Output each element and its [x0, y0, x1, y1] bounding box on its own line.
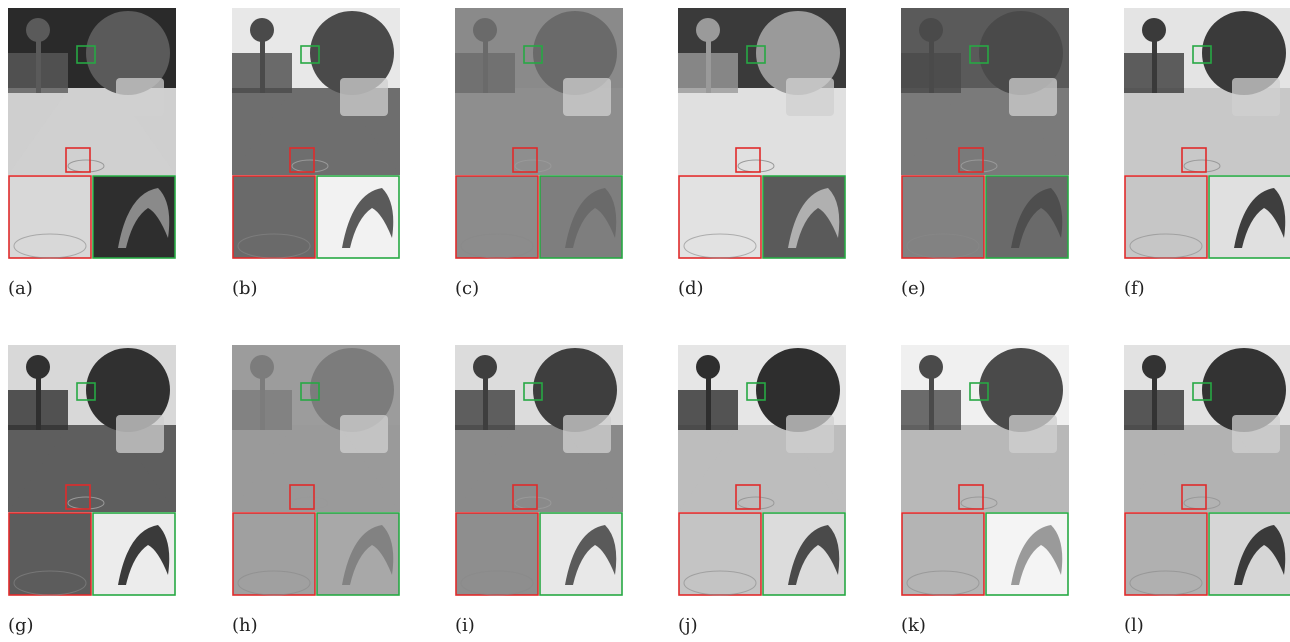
red-inset [9, 513, 91, 595]
panel [455, 345, 623, 595]
image-truck [786, 78, 834, 116]
panel-label: (h) [232, 615, 258, 636]
image-houses [678, 390, 738, 430]
image-palm-top [919, 355, 943, 379]
panel [901, 8, 1069, 258]
image-palm-top [26, 355, 50, 379]
image-houses [1124, 53, 1184, 93]
image-houses [8, 390, 68, 430]
image-truck [563, 78, 611, 116]
panel-label: (e) [901, 278, 926, 299]
image-palm-top [696, 355, 720, 379]
image-palm-top [250, 18, 274, 42]
red-inset [679, 176, 761, 258]
image-houses [901, 390, 961, 430]
red-inset [902, 176, 984, 258]
image-palm-top [473, 355, 497, 379]
image-palm-top [250, 355, 274, 379]
image-palm-top [473, 18, 497, 42]
image-truck [1009, 78, 1057, 116]
panel-label: (d) [678, 278, 704, 299]
red-inset [902, 513, 984, 595]
panel [455, 8, 623, 258]
panel [1124, 345, 1290, 595]
panel-label: (c) [455, 278, 479, 299]
red-inset [456, 513, 538, 595]
image-truck [116, 415, 164, 453]
panel [232, 345, 400, 595]
image-truck [116, 78, 164, 116]
image-palm-top [919, 18, 943, 42]
panel [901, 345, 1069, 595]
image-truck [340, 415, 388, 453]
red-inset [233, 176, 315, 258]
image-houses [232, 53, 292, 93]
image-houses [8, 53, 68, 93]
panel [1124, 8, 1290, 258]
image-palm-top [26, 18, 50, 42]
image-truck [1232, 415, 1280, 453]
image-truck [786, 415, 834, 453]
image-truck [340, 78, 388, 116]
panel-label: (a) [8, 278, 33, 299]
panel-label: (f) [1124, 278, 1145, 299]
panel [678, 8, 846, 258]
figure: (a) (b) (c) (d) (e) (f) (g) (h) (i) (j) (k) (l) [0, 0, 1290, 642]
panel [232, 8, 400, 258]
panel-label: (b) [232, 278, 258, 299]
red-inset [9, 176, 91, 258]
image-palm-top [696, 18, 720, 42]
image-houses [1124, 390, 1184, 430]
panel [678, 345, 846, 595]
image-truck [563, 415, 611, 453]
panel-label: (g) [8, 615, 34, 636]
image-houses [232, 390, 292, 430]
panel-label: (i) [455, 615, 475, 636]
red-inset [456, 176, 538, 258]
red-inset [233, 513, 315, 595]
panel [8, 345, 176, 595]
panel-label: (l) [1124, 615, 1144, 636]
image-houses [678, 53, 738, 93]
image-palm-top [1142, 18, 1166, 42]
image-truck [1232, 78, 1280, 116]
image-houses [455, 53, 515, 93]
image-houses [901, 53, 961, 93]
panel-label: (k) [901, 615, 926, 636]
image-houses [455, 390, 515, 430]
image-palm-top [1142, 355, 1166, 379]
red-inset [1125, 513, 1207, 595]
red-inset [1125, 176, 1207, 258]
panel-label: (j) [678, 615, 698, 636]
panel [8, 8, 176, 258]
image-truck [1009, 415, 1057, 453]
red-inset [679, 513, 761, 595]
